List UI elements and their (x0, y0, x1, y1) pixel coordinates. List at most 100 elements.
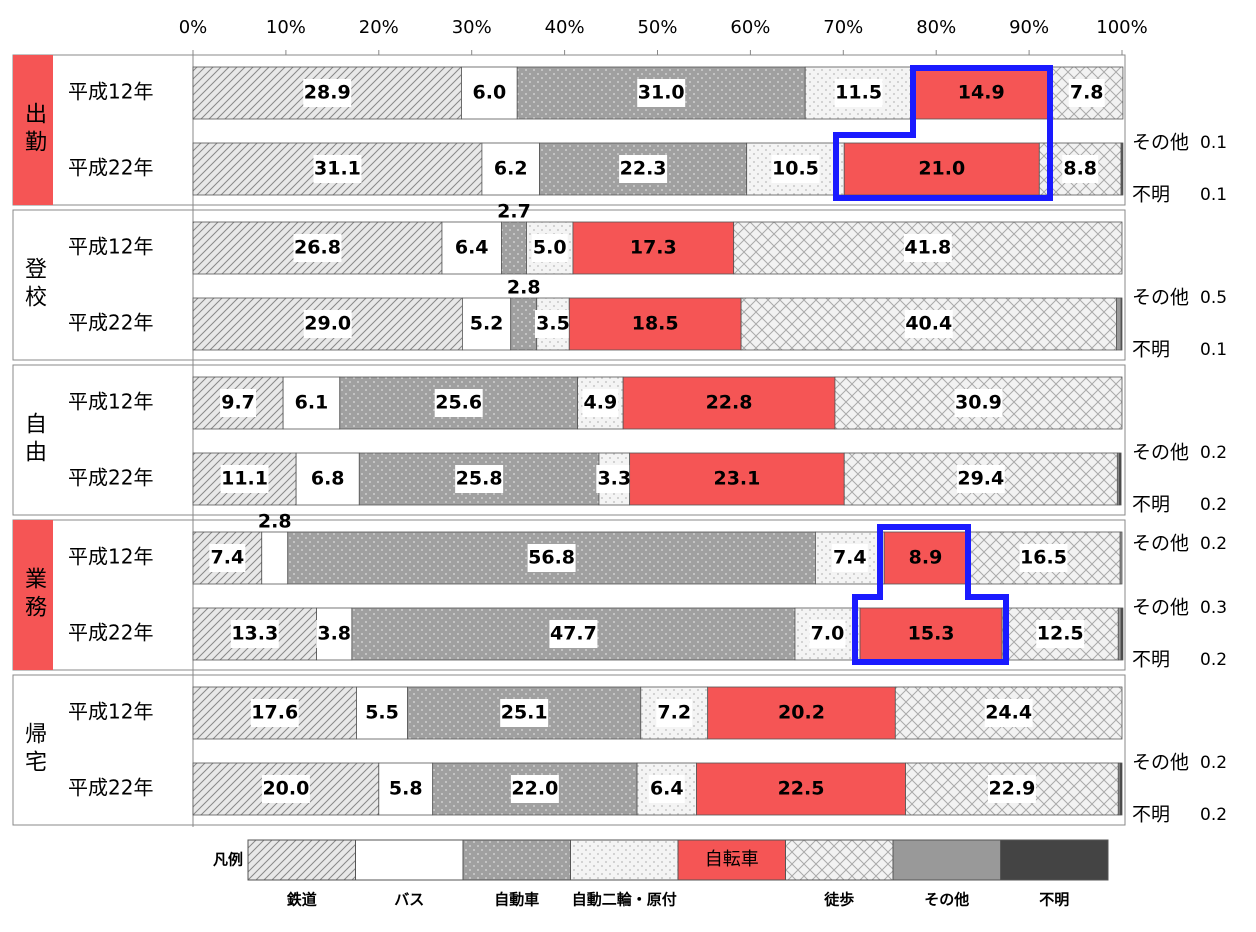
legend-label: 自動二輪・原付 (572, 891, 677, 909)
bar-segment (1119, 531, 1123, 585)
bar-segment (1119, 762, 1123, 816)
label-bg (453, 234, 490, 262)
y-tick-label: 平成12年 (68, 235, 153, 259)
data-label: 28.9 (304, 82, 351, 104)
data-label: 7.0 (811, 623, 845, 645)
label-bg (492, 155, 529, 183)
label-bg (471, 79, 508, 107)
data-label: 31.1 (314, 158, 361, 180)
data-label: 15.3 (908, 623, 955, 645)
x-tick-label: 30% (452, 17, 492, 38)
bar-segment (911, 66, 1051, 120)
data-label: 6.4 (650, 778, 684, 800)
label-bg (1062, 155, 1099, 183)
side-label-name: 不明 (1132, 494, 1170, 516)
data-label: 30.9 (955, 392, 1002, 414)
x-tick-label: 80% (916, 17, 956, 38)
x-tick-label: 70% (823, 17, 863, 38)
side-label-value: 0.1 (1200, 133, 1227, 153)
data-label: 11.1 (221, 468, 268, 490)
group-frame (12, 364, 1126, 516)
y-tick-label: 平成22年 (68, 466, 153, 490)
legend-swatch (892, 839, 1001, 881)
x-tick-label: 90% (1009, 17, 1049, 38)
y-tick-label: 平成12年 (68, 545, 153, 569)
data-label: 25.8 (456, 468, 503, 490)
y-tick-label: 平成22年 (68, 311, 153, 335)
group-label: 登校 (21, 257, 47, 313)
label-bg (468, 310, 505, 338)
label-bg (455, 465, 504, 493)
side-label-name: 不明 (1132, 184, 1170, 206)
data-label: 5.2 (470, 313, 504, 335)
side-label-value: 0.2 (1200, 753, 1227, 773)
label-bg (549, 620, 598, 648)
bar-segment (1120, 297, 1123, 351)
data-label: 7.4 (833, 547, 867, 569)
label-bg (831, 544, 868, 572)
label-bg (293, 389, 330, 417)
y-tick-label: 平成12年 (68, 700, 153, 724)
data-label: 12.5 (1037, 623, 1084, 645)
x-tick-label: 50% (637, 17, 677, 38)
label-bg (648, 775, 685, 803)
legend-swatch (785, 839, 894, 881)
bar-segment (510, 297, 538, 351)
side-label-name: その他 (1132, 752, 1189, 774)
x-tick-label: 10% (266, 17, 306, 38)
data-label: 2.8 (258, 511, 292, 533)
data-label: 11.5 (835, 82, 882, 104)
data-label: 41.8 (904, 237, 951, 259)
label-bg (316, 620, 353, 648)
group-frame (12, 209, 1126, 361)
label-bg (531, 234, 568, 262)
bar-segment (1117, 607, 1122, 661)
label-bg (261, 775, 310, 803)
label-bg (984, 699, 1033, 727)
data-label: 26.8 (294, 237, 341, 259)
bar-segment (1120, 607, 1124, 661)
label-bg (313, 155, 362, 183)
group-label: 業務 (21, 567, 47, 623)
label-bg (250, 699, 299, 727)
data-label: 25.6 (435, 392, 482, 414)
bar-segment (1121, 142, 1124, 196)
legend-swatch (677, 839, 786, 881)
label-bg (903, 234, 952, 262)
data-label: 7.2 (657, 702, 691, 724)
data-label: 17.6 (251, 702, 298, 724)
y-tick-label: 平成12年 (68, 80, 153, 104)
legend-label: 自転車 (705, 849, 759, 870)
x-tick-label: 100% (1096, 17, 1147, 38)
side-label-value: 0.2 (1200, 805, 1227, 825)
data-label: 7.4 (211, 547, 245, 569)
data-label: 8.9 (909, 547, 943, 569)
bar-segment (622, 376, 836, 430)
y-tick-label: 平成12年 (68, 390, 153, 414)
data-label: 22.3 (620, 158, 667, 180)
data-label: 22.8 (706, 392, 753, 414)
label-bg (954, 389, 1003, 417)
bar-segment (501, 221, 527, 275)
label-bg (500, 699, 549, 727)
group-label: 自由 (21, 412, 46, 468)
data-label: 20.2 (778, 702, 825, 724)
bar-segment (883, 531, 968, 585)
label-bg (771, 155, 820, 183)
highlight-outline (852, 524, 1009, 665)
legend-label: 徒歩 (823, 891, 854, 909)
data-label: 6.8 (311, 468, 345, 490)
data-label: 22.9 (988, 778, 1035, 800)
data-label: 29.0 (304, 313, 351, 335)
label-bg (387, 775, 424, 803)
label-bg (534, 310, 571, 338)
data-label: 5.5 (365, 702, 399, 724)
side-label-name: その他 (1132, 597, 1189, 619)
group-frame (12, 674, 1126, 826)
label-bg (1019, 544, 1068, 572)
label-bg (1068, 79, 1105, 107)
legend-title: 凡例 (213, 851, 243, 869)
x-tick-label: 20% (359, 17, 399, 38)
data-label: 2.7 (497, 201, 531, 223)
